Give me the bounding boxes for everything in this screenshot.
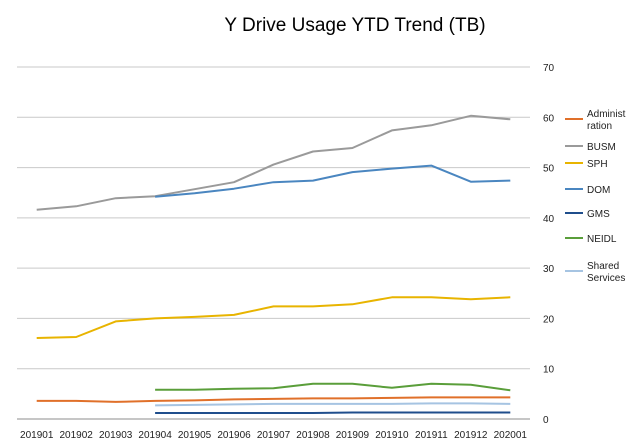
- chart-title: Y Drive Usage YTD Trend (TB): [224, 15, 485, 36]
- series-line-administ-ration: [36, 396, 511, 403]
- legend-label-gms: GMS: [587, 209, 610, 220]
- series-line-sph: [36, 296, 511, 339]
- legend-label-administ-ration: Administ: [587, 109, 626, 120]
- y-tick-label: 20: [543, 314, 555, 325]
- x-tick-label: 201905: [178, 430, 212, 441]
- x-tick-label: 201904: [138, 430, 172, 441]
- x-tick-label: 201906: [217, 430, 251, 441]
- y-tick-label: 10: [543, 365, 555, 376]
- x-tick-label: 201903: [99, 430, 133, 441]
- x-tick-label: 201902: [60, 430, 94, 441]
- x-tick-label: 201912: [454, 430, 488, 441]
- x-tick-label: 201911: [415, 430, 448, 441]
- gridlines: [17, 66, 530, 420]
- legend-label-dom: DOM: [587, 185, 610, 196]
- series-line-gms: [155, 411, 511, 414]
- legend-label-sph: SPH: [587, 159, 608, 170]
- y-tick-label: 70: [543, 63, 555, 74]
- x-tick-label: 202001: [494, 430, 528, 441]
- y-tick-label: 0: [543, 415, 549, 426]
- x-tick-label: 201901: [20, 430, 54, 441]
- legend-label-shared-services: Shared: [587, 261, 619, 272]
- series-line-shared-services: [155, 402, 511, 407]
- x-axis-tick-labels: 201901 201902 201903 201904 201905 201906 2019…: [20, 430, 527, 441]
- y-tick-label: 40: [543, 214, 555, 225]
- legend-label-administ-ration: ration: [587, 121, 612, 132]
- x-tick-label: 201910: [375, 430, 409, 441]
- series-line-dom: [155, 164, 511, 198]
- series-lines: [36, 114, 511, 414]
- series-line-busm: [36, 114, 511, 211]
- y-axis-tick-labels: 0 10 20 30 40 50 60 70: [543, 63, 555, 426]
- legend-label-busm: BUSM: [587, 142, 616, 153]
- y-tick-label: 60: [543, 113, 555, 124]
- legend-label-neidl: NEIDL: [587, 234, 617, 245]
- series-line-neidl: [155, 382, 511, 392]
- y-tick-label: 30: [543, 264, 555, 275]
- x-tick-label: 201907: [257, 430, 291, 441]
- y-tick-label: 50: [543, 164, 555, 175]
- x-tick-label: 201908: [296, 430, 330, 441]
- x-tick-label: 201909: [336, 430, 370, 441]
- legend-label-shared-services: Services: [587, 273, 625, 284]
